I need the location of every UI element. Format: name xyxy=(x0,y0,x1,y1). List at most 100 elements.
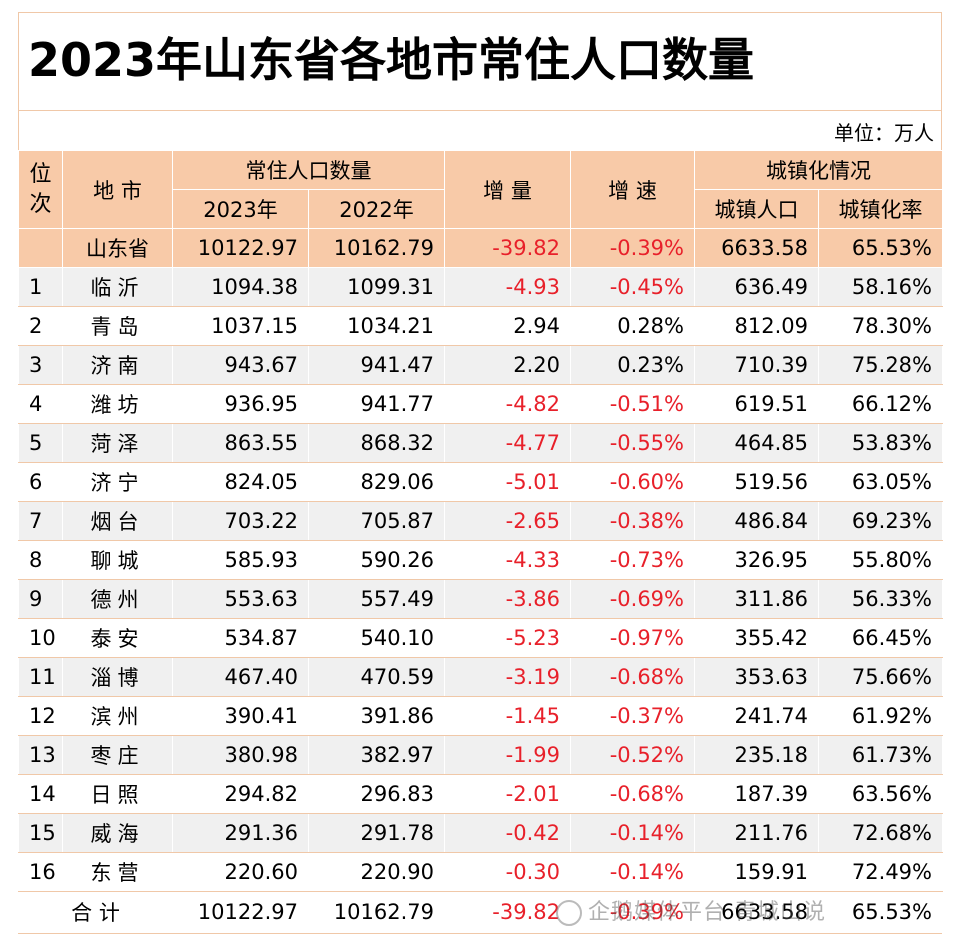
province-2023: 10122.97 xyxy=(172,228,309,268)
cell-rank: 9 xyxy=(18,579,63,619)
cell-y2022: 829.06 xyxy=(308,462,445,502)
cell-urban-rate: 66.12% xyxy=(818,384,943,424)
cell-y2023: 291.36 xyxy=(172,813,309,853)
cell-y2022: 1034.21 xyxy=(308,306,445,346)
cell-inc: -5.01 xyxy=(444,462,571,502)
cell-inc: -4.33 xyxy=(444,540,571,580)
province-name: 山东省 xyxy=(62,228,173,268)
cell-y2022: 391.86 xyxy=(308,696,445,736)
cell-urban-pop: 519.56 xyxy=(694,462,819,502)
cell-city: 济南 xyxy=(62,345,173,385)
title-divider xyxy=(18,110,942,111)
cell-y2022: 557.49 xyxy=(308,579,445,619)
cell-rank: 1 xyxy=(18,267,63,307)
cell-rate: 0.23% xyxy=(570,345,695,385)
table-row: 7 烟台 703.22 705.87 -2.65 -0.38% 486.84 69.23% xyxy=(18,501,943,541)
header-urban-population: 城镇人口 xyxy=(694,189,819,229)
cell-y2022: 868.32 xyxy=(308,423,445,463)
cell-y2023: 824.05 xyxy=(172,462,309,502)
cell-y2022: 296.83 xyxy=(308,774,445,814)
table-row: 14 日照 294.82 296.83 -2.01 -0.68% 187.39 63.56% xyxy=(18,774,943,814)
total-row: 合 计 10122.97 10162.79 -39.82 -0.39% 6633… xyxy=(18,891,943,933)
cell-y2022: 705.87 xyxy=(308,501,445,541)
cell-rate: -0.73% xyxy=(570,540,695,580)
cell-rank: 7 xyxy=(18,501,63,541)
cell-city: 东营 xyxy=(62,852,173,892)
header-year-2023: 2023年 xyxy=(172,189,309,229)
cell-urban-pop: 159.91 xyxy=(694,852,819,892)
cell-rate: -0.45% xyxy=(570,267,695,307)
cell-y2023: 703.22 xyxy=(172,501,309,541)
cell-rate: -0.68% xyxy=(570,657,695,697)
cell-rate: -0.68% xyxy=(570,774,695,814)
header-urbanization: 城镇化情况 xyxy=(694,150,943,190)
cell-rate: -0.37% xyxy=(570,696,695,736)
cell-inc: -4.77 xyxy=(444,423,571,463)
cell-rate: -0.69% xyxy=(570,579,695,619)
table-row: 10 泰安 534.87 540.10 -5.23 -0.97% 355.42 66.45% xyxy=(18,618,943,658)
table-row: 3 济南 943.67 941.47 2.20 0.23% 710.39 75.28% xyxy=(18,345,943,385)
cell-urban-rate: 53.83% xyxy=(818,423,943,463)
cell-inc: -4.82 xyxy=(444,384,571,424)
header-increment: 增 量 xyxy=(444,150,571,229)
cell-rate: -0.51% xyxy=(570,384,695,424)
cell-city: 德州 xyxy=(62,579,173,619)
cell-rank: 13 xyxy=(18,735,63,775)
cell-city: 聊城 xyxy=(62,540,173,580)
cell-urban-rate: 69.23% xyxy=(818,501,943,541)
cell-urban-rate: 61.92% xyxy=(818,696,943,736)
cell-rank: 14 xyxy=(18,774,63,814)
cell-y2022: 291.78 xyxy=(308,813,445,853)
cell-urban-rate: 55.80% xyxy=(818,540,943,580)
province-rate: -0.39% xyxy=(570,228,695,268)
cell-y2023: 220.60 xyxy=(172,852,309,892)
total-label: 合 计 xyxy=(18,891,173,933)
cell-inc: -1.99 xyxy=(444,735,571,775)
cell-inc: -5.23 xyxy=(444,618,571,658)
cell-urban-rate: 66.45% xyxy=(818,618,943,658)
cell-city: 烟台 xyxy=(62,501,173,541)
cell-rank: 12 xyxy=(18,696,63,736)
cell-inc: -4.93 xyxy=(444,267,571,307)
cell-urban-rate: 75.66% xyxy=(818,657,943,697)
cell-city: 淄博 xyxy=(62,657,173,697)
unit-label: 单位：万人 xyxy=(834,121,934,145)
cell-y2023: 863.55 xyxy=(172,423,309,463)
cell-rate: -0.38% xyxy=(570,501,695,541)
cell-urban-pop: 311.86 xyxy=(694,579,819,619)
cell-y2022: 941.47 xyxy=(308,345,445,385)
cell-city: 枣庄 xyxy=(62,735,173,775)
header-city: 地 市 xyxy=(62,150,173,229)
cell-urban-pop: 812.09 xyxy=(694,306,819,346)
cell-rank: 3 xyxy=(18,345,63,385)
cell-inc: -2.01 xyxy=(444,774,571,814)
cell-rank: 11 xyxy=(18,657,63,697)
cell-inc: -3.86 xyxy=(444,579,571,619)
table-row: 9 德州 553.63 557.49 -3.86 -0.69% 311.86 56.33% xyxy=(18,579,943,619)
cell-y2023: 390.41 xyxy=(172,696,309,736)
cell-rank: 10 xyxy=(18,618,63,658)
cell-inc: -1.45 xyxy=(444,696,571,736)
cell-urban-pop: 353.63 xyxy=(694,657,819,697)
cell-urban-pop: 710.39 xyxy=(694,345,819,385)
header-growth-rate: 增 速 xyxy=(570,150,695,229)
province-2022: 10162.79 xyxy=(308,228,445,268)
cell-urban-rate: 78.30% xyxy=(818,306,943,346)
cell-urban-pop: 187.39 xyxy=(694,774,819,814)
cell-y2023: 943.67 xyxy=(172,345,309,385)
cell-y2022: 470.59 xyxy=(308,657,445,697)
header-year-2022: 2022年 xyxy=(308,189,445,229)
cell-inc: -3.19 xyxy=(444,657,571,697)
header-population: 常住人口数量 xyxy=(172,150,445,190)
header-rank: 位次 xyxy=(18,150,63,229)
cell-inc: -0.30 xyxy=(444,852,571,892)
watermark-logo-icon xyxy=(556,900,582,926)
table-row: 16 东营 220.60 220.90 -0.30 -0.14% 159.91 72.49% xyxy=(18,852,943,892)
cell-y2023: 1037.15 xyxy=(172,306,309,346)
cell-y2023: 553.63 xyxy=(172,579,309,619)
table-row: 12 滨州 390.41 391.86 -1.45 -0.37% 241.74 61.92% xyxy=(18,696,943,736)
table-row: 5 菏泽 863.55 868.32 -4.77 -0.55% 464.85 53.83% xyxy=(18,423,943,463)
cell-city: 日照 xyxy=(62,774,173,814)
cell-city: 泰安 xyxy=(62,618,173,658)
cell-y2022: 220.90 xyxy=(308,852,445,892)
